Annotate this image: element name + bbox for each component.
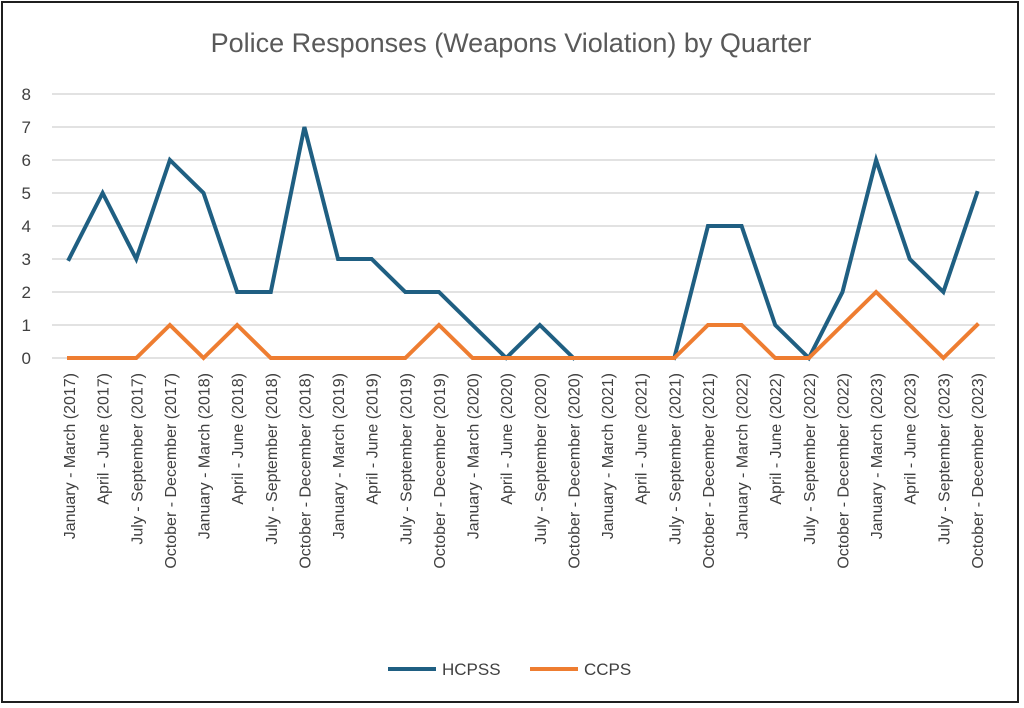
chart-title: Police Responses (Weapons Violation) by … bbox=[211, 28, 812, 58]
x-tick-label: October - December (2019) bbox=[432, 373, 449, 569]
x-tick-label: October - December (2022) bbox=[835, 373, 852, 569]
x-tick-label: January - March (2022) bbox=[735, 373, 752, 539]
x-tick-label: January - March (2020) bbox=[466, 373, 483, 539]
y-tick-label: 3 bbox=[22, 250, 31, 269]
y-tick-label: 0 bbox=[22, 349, 31, 368]
x-tick-label: October - December (2018) bbox=[297, 373, 314, 569]
y-tick-label: 8 bbox=[22, 85, 31, 104]
x-tick-label: July - September (2018) bbox=[264, 373, 281, 545]
legend-label-hcpss: HCPSS bbox=[442, 660, 501, 679]
x-tick-label: April - June (2022) bbox=[768, 373, 785, 505]
y-tick-label: 4 bbox=[22, 217, 31, 236]
x-tick-label: April - June (2023) bbox=[903, 373, 920, 505]
x-tick-label: April - June (2019) bbox=[365, 373, 382, 505]
y-tick-label: 6 bbox=[22, 151, 31, 170]
series-line-ccps bbox=[67, 289, 980, 361]
x-tick-label: July - September (2017) bbox=[129, 373, 146, 545]
x-tick-label: January - March (2023) bbox=[869, 373, 886, 539]
x-tick-label: October - December (2023) bbox=[970, 373, 987, 569]
x-tick-label: April - June (2021) bbox=[634, 373, 651, 505]
series-line-hcpss bbox=[66, 126, 980, 362]
y-tick-label: 5 bbox=[22, 184, 31, 203]
y-axis-ticks: 0 1 2 3 4 5 6 7 8 bbox=[22, 85, 31, 368]
x-tick-label: July - September (2020) bbox=[533, 373, 550, 545]
x-tick-label: July - September (2023) bbox=[936, 373, 953, 545]
legend-label-ccps: CCPS bbox=[584, 660, 631, 679]
x-tick-label: January - March (2021) bbox=[600, 373, 617, 539]
y-tick-label: 1 bbox=[22, 316, 31, 335]
x-tick-label: July - September (2021) bbox=[667, 373, 684, 545]
y-tick-label: 2 bbox=[22, 283, 31, 302]
legend: HCPSS CCPS bbox=[388, 660, 631, 679]
x-tick-label: October - December (2020) bbox=[566, 373, 583, 569]
x-tick-label: April - June (2020) bbox=[499, 373, 516, 505]
x-tick-label: October - December (2017) bbox=[163, 373, 180, 569]
x-axis-ticks: January - March (2017) April - June (2017… bbox=[62, 373, 987, 569]
x-tick-label: April - June (2018) bbox=[230, 373, 247, 505]
x-tick-label: January - March (2019) bbox=[331, 373, 348, 539]
x-tick-label: July - September (2019) bbox=[398, 373, 415, 545]
x-tick-label: January - March (2018) bbox=[197, 373, 214, 539]
x-tick-label: January - March (2017) bbox=[62, 373, 79, 539]
x-tick-label: October - December (2021) bbox=[701, 373, 718, 569]
x-tick-label: July - September (2022) bbox=[802, 373, 819, 545]
gridlines bbox=[52, 93, 995, 359]
y-tick-label: 7 bbox=[22, 118, 31, 137]
x-tick-label: April - June (2017) bbox=[96, 373, 113, 505]
series-lines bbox=[66, 126, 980, 362]
